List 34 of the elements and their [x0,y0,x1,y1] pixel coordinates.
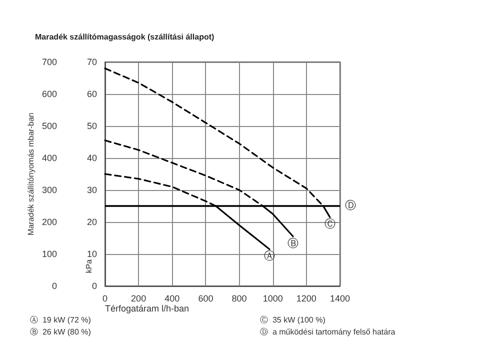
x-tick-label: 1400 [330,294,350,304]
y2-tick-label: 50 [86,121,97,131]
ref-line-label: Ⓓ [345,199,356,212]
x-tick-label: 600 [198,294,214,304]
y-tick-label: 0 [52,281,57,291]
y-tick-label: 100 [42,249,57,259]
y2-tick-label: 0 [92,281,97,291]
text: Ⓐ 19 kW (72 %) [30,316,92,324]
y-tick-label: 500 [42,121,57,131]
y-tick-label: 700 [42,57,57,67]
y-tick-label: 300 [42,185,57,195]
y-tick-label: 200 [42,217,57,227]
series-label: Ⓑ [288,236,298,250]
x-tick-label: 400 [164,294,180,304]
x-tick-label: 200 [131,294,146,304]
x-tick-label: 1200 [296,294,316,304]
text: Ⓑ 26 kW (80 %) [30,328,92,336]
x-axis-title: Térfogatáram l/h-ban [105,304,190,314]
text: Ⓓ a működési tartomány felső határa [260,328,396,336]
x-tick-label: 1000 [262,294,283,304]
y2-tick-label: 30 [86,185,97,195]
x-tick-label: 0 [102,294,108,304]
y2-axis-title: kPa [84,258,94,274]
y-axis-title: Maradék szállítónyomás mbar-ban [26,112,36,236]
y-tick-label: 400 [42,153,57,163]
x-tick-label: 800 [232,294,247,304]
y2-tick-label: 60 [86,89,97,99]
y2-tick-label: 20 [86,217,97,227]
text: Ⓒ 35 kW (100 %) [260,316,326,324]
y2-tick-label: 40 [86,153,97,163]
chart-title: Maradék szállítómagasságok (szállítási állapot) [35,32,215,42]
y2-tick-label: 10 [86,249,97,259]
y2-tick-label: 70 [86,57,97,67]
y-tick-label: 600 [42,89,57,99]
